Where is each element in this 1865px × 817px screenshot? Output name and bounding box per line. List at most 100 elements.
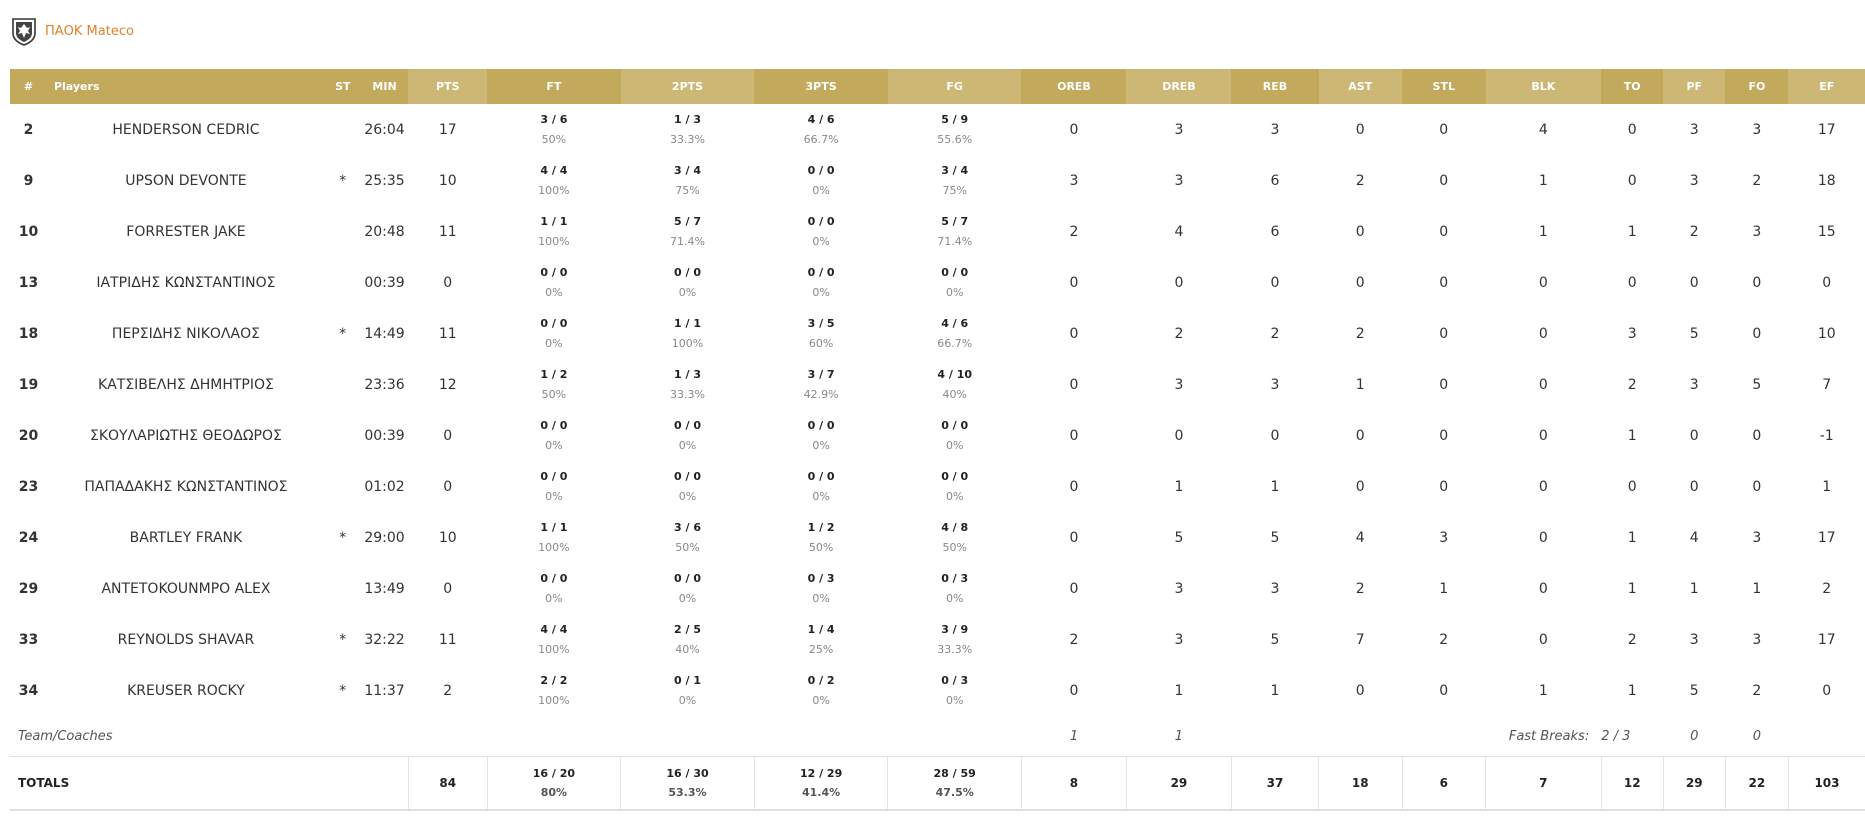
efficiency: 17: [1817, 529, 1836, 546]
player-row[interactable]: 2 HENDERSON CEDRIC 26:04 17 3 / 6 50% 1 / 3 33.…: [10, 104, 1865, 155]
three-pointers: 1 / 4 25%: [754, 614, 888, 665]
totals-ft-pct: 80%: [540, 785, 568, 799]
col-header-fo[interactable]: FO: [1725, 69, 1789, 104]
player-name[interactable]: HENDERSON CEDRIC: [112, 121, 260, 138]
points: 2: [443, 682, 453, 699]
col-header-dreb[interactable]: DREB: [1126, 69, 1232, 104]
player-row[interactable]: 24 BARTLEY FRANK * 29:00 10 1 / 1 100% 3 / 6 50%…: [10, 512, 1865, 563]
points: 17: [438, 121, 457, 138]
player-name[interactable]: UPSON DEVONTE: [125, 172, 247, 189]
free-throws-pct: 0%: [545, 591, 563, 605]
turnovers: 1: [1627, 529, 1637, 546]
steals: 0: [1439, 274, 1449, 291]
three-pointers: 0 / 3 0%: [754, 563, 888, 614]
fouls-on: 0: [1752, 478, 1762, 495]
free-throws: 4 / 4 100%: [487, 155, 621, 206]
player-row[interactable]: 34 KREUSER ROCKY * 11:37 2 2 / 2 100% 0 / 1 0% 0 …: [10, 665, 1865, 716]
blocks: 1: [1538, 223, 1548, 240]
free-throws: 0 / 0 0%: [487, 563, 621, 614]
col-header-players[interactable]: Players: [46, 69, 325, 104]
fouls-on: 3: [1752, 121, 1762, 138]
turnovers: 1: [1627, 427, 1637, 444]
two-pointers: 3 / 4 75%: [621, 155, 755, 206]
fast-breaks-value: 2 / 3: [1601, 728, 1631, 744]
totals-fg-pct: 47.5%: [935, 785, 974, 799]
three-pointers-made: 0 / 0: [807, 469, 835, 483]
fouls-on: 3: [1752, 631, 1762, 648]
col-header-oreb[interactable]: OREB: [1021, 69, 1127, 104]
free-throws: 3 / 6 50%: [487, 104, 621, 155]
efficiency: 10: [1817, 325, 1836, 342]
col-header-stl[interactable]: STL: [1402, 69, 1486, 104]
col-header-number[interactable]: #: [10, 69, 47, 104]
field-goals-pct: 55.6%: [937, 132, 973, 146]
col-header-fg[interactable]: FG: [887, 69, 1022, 104]
free-throws-made: 1 / 1: [540, 520, 568, 534]
field-goals-pct: 71.4%: [937, 234, 973, 248]
player-name[interactable]: ANTETOKOUNMPO ALEX: [101, 580, 271, 597]
starter-mark: *: [339, 682, 347, 699]
player-row[interactable]: 23 ΠΑΠΑΔΑΚΗΣ ΚΩΝΣΤΑΝΤΙΝΟΣ 01:02 0 0 / 0 0% 0 /…: [10, 461, 1865, 512]
free-throws-pct: 0%: [545, 285, 563, 299]
player-name[interactable]: ΚΑΤΣΙΒΕΛΗΣ ΔΗΜΗΤΡΙΟΣ: [98, 376, 274, 393]
player-name[interactable]: ΣΚΟΥΛΑΡΙΩΤΗΣ ΘΕΟΔΩΡΟΣ: [90, 427, 282, 444]
two-pointers: 0 / 0 0%: [621, 461, 755, 512]
field-goals-pct: 75%: [942, 183, 967, 197]
jersey-number: 2: [23, 121, 34, 138]
fouls-on: 0: [1752, 427, 1762, 444]
three-pointers: 1 / 2 50%: [754, 512, 888, 563]
points: 10: [438, 172, 457, 189]
col-header-3pts[interactable]: 3PTS: [754, 69, 888, 104]
player-name[interactable]: REYNOLDS SHAVAR: [117, 631, 255, 648]
jersey-number: 24: [18, 529, 39, 546]
player-row[interactable]: 10 FORRESTER JAKE 20:48 11 1 / 1 100% 5 / 7 71.…: [10, 206, 1865, 257]
col-header-st[interactable]: ST: [324, 69, 361, 104]
three-pointers-pct: 42.9%: [803, 387, 839, 401]
three-pointers: 0 / 0 0%: [754, 410, 888, 461]
jersey-number: 20: [18, 427, 39, 444]
team-name[interactable]: ΠΑΟΚ Mateco: [45, 23, 134, 39]
player-row[interactable]: 9 UPSON DEVONTE * 25:35 10 4 / 4 100% 3 / 4 75% 0…: [10, 155, 1865, 206]
player-name[interactable]: ΙΑΤΡΙΔΗΣ ΚΩΝΣΤΑΝΤΙΝΟΣ: [96, 274, 276, 291]
player-row[interactable]: 29 ANTETOKOUNMPO ALEX 13:49 0 0 / 0 0% 0 / 0 0%…: [10, 563, 1865, 614]
personal-fouls: 4: [1689, 529, 1699, 546]
col-header-to[interactable]: TO: [1601, 69, 1664, 104]
col-header-ef[interactable]: EF: [1788, 69, 1865, 104]
player-row[interactable]: 13 ΙΑΤΡΙΔΗΣ ΚΩΝΣΤΑΝΤΙΝΟΣ 00:39 0 0 / 0 0% 0 / …: [10, 257, 1865, 308]
field-goals: 3 / 9 33.3%: [888, 614, 1022, 665]
col-header-pf[interactable]: PF: [1663, 69, 1726, 104]
personal-fouls: 5: [1689, 682, 1699, 699]
col-header-ast[interactable]: AST: [1318, 69, 1402, 104]
col-header-min[interactable]: MIN: [360, 69, 409, 104]
free-throws: 4 / 4 100%: [487, 614, 621, 665]
player-name[interactable]: BARTLEY FRANK: [129, 529, 243, 546]
col-header-2pts[interactable]: 2PTS: [620, 69, 755, 104]
totals-fo: 22: [1724, 756, 1789, 811]
two-pointers: 1 / 3 33.3%: [621, 104, 755, 155]
team-pf: 0: [1752, 728, 1762, 744]
player-row[interactable]: 20 ΣΚΟΥΛΑΡΙΩΤΗΣ ΘΕΟΔΩΡΟΣ 00:39 0 0 / 0 0% 0 / …: [10, 410, 1865, 461]
player-name[interactable]: FORRESTER JAKE: [126, 223, 246, 240]
col-header-ft[interactable]: FT: [487, 69, 621, 104]
personal-fouls: 1: [1689, 580, 1699, 597]
points: 0: [443, 478, 453, 495]
col-header-reb[interactable]: REB: [1231, 69, 1319, 104]
totals-2pts-pct: 53.3%: [668, 785, 707, 799]
field-goals-made: 0 / 0: [941, 418, 969, 432]
three-pointers-pct: 0%: [812, 183, 830, 197]
three-pointers: 0 / 0 0%: [754, 155, 888, 206]
player-name[interactable]: KREUSER ROCKY: [127, 682, 245, 699]
two-pointers: 0 / 0 0%: [621, 410, 755, 461]
player-name[interactable]: ΠΕΡΣΙΔΗΣ ΝΙΚΟΛΑΟΣ: [111, 325, 260, 342]
rebounds: 1: [1270, 682, 1280, 699]
turnovers: 0: [1627, 172, 1637, 189]
col-header-pts[interactable]: PTS: [408, 69, 488, 104]
player-row[interactable]: 19 ΚΑΤΣΙΒΕΛΗΣ ΔΗΜΗΤΡΙΟΣ 23:36 12 1 / 2 50% 1 /…: [10, 359, 1865, 410]
blocks: 0: [1538, 478, 1548, 495]
player-name[interactable]: ΠΑΠΑΔΑΚΗΣ ΚΩΝΣΤΑΝΤΙΝΟΣ: [84, 478, 288, 495]
field-goals-pct: 40%: [942, 387, 967, 401]
free-throws-pct: 0%: [545, 336, 563, 350]
col-header-blk[interactable]: BLK: [1485, 69, 1602, 104]
